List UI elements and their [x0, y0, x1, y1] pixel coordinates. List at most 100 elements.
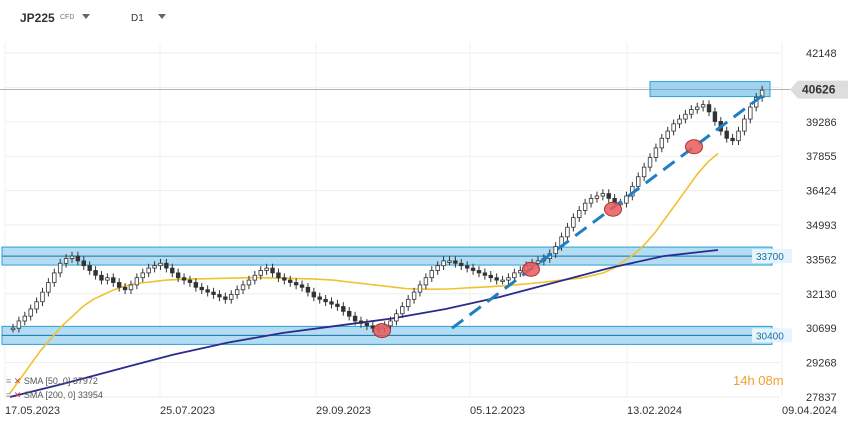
chart-toolbar: JP225 CFD D1 — [0, 0, 859, 34]
candle — [193, 282, 199, 288]
candle — [565, 226, 570, 238]
symbol-dropdown-icon[interactable] — [82, 14, 90, 19]
candle — [181, 277, 187, 281]
candle — [459, 262, 464, 267]
candle — [57, 262, 63, 274]
candle — [594, 195, 600, 199]
y-tick-label: 32130 — [806, 289, 837, 301]
candle — [742, 118, 747, 132]
candle — [276, 272, 281, 279]
candle — [700, 104, 706, 108]
candle — [99, 274, 104, 281]
candle — [323, 298, 328, 303]
candle — [435, 265, 440, 271]
candle — [453, 260, 458, 264]
candle — [683, 113, 688, 120]
candle — [706, 104, 712, 113]
candle — [22, 315, 27, 322]
candle — [689, 109, 694, 115]
symbol-type-label: CFD — [60, 14, 75, 21]
candle — [577, 209, 582, 219]
menu-icon[interactable]: ≡ — [6, 376, 12, 386]
candle — [411, 291, 417, 300]
candle — [677, 118, 682, 125]
candle — [394, 313, 399, 322]
y-tick-label: 39286 — [806, 117, 837, 129]
candle — [429, 270, 434, 279]
timeframe-dropdown-icon[interactable] — [158, 14, 166, 19]
candle — [288, 279, 293, 283]
remove-icon[interactable]: ✕ — [13, 376, 22, 386]
candle — [748, 106, 753, 120]
candle — [600, 193, 606, 197]
highlight-markers — [373, 139, 703, 339]
candle — [659, 137, 665, 149]
candle — [417, 284, 423, 293]
candle — [506, 277, 511, 281]
candle — [653, 147, 659, 158]
candle — [317, 296, 322, 300]
candle — [134, 277, 140, 286]
candle — [488, 274, 493, 279]
highlight-marker — [685, 139, 703, 155]
candle — [234, 289, 240, 295]
symbol-label[interactable]: JP225 — [20, 11, 55, 25]
candle — [695, 106, 700, 110]
level-label-box — [752, 249, 792, 264]
resistance-zone — [649, 81, 771, 98]
x-tick-label: 09.04.2024 — [782, 405, 837, 417]
candle — [229, 294, 234, 300]
candle — [246, 279, 252, 286]
sma50-legend[interactable]: ≡ ✕ SMA [50, 0] 37972 — [6, 376, 98, 387]
candle — [347, 310, 352, 317]
x-tick-label: 29.09.2023 — [316, 405, 371, 417]
candle — [464, 265, 470, 269]
candle — [264, 267, 269, 271]
candle — [87, 265, 92, 271]
candle — [164, 262, 169, 269]
candlesticks — [10, 85, 765, 333]
candle — [582, 202, 588, 211]
remove-icon[interactable]: ✕ — [13, 390, 22, 400]
candle — [223, 296, 228, 300]
candle — [146, 267, 151, 274]
candle — [441, 260, 446, 267]
menu-icon[interactable]: ≡ — [6, 390, 12, 400]
candle — [730, 137, 735, 142]
x-axis: 17.05.2023 25.07.2023 29.09.2023 05.12.2023… — [5, 405, 837, 417]
timeframe-label[interactable]: D1 — [131, 13, 144, 24]
candle — [105, 277, 110, 281]
candle — [270, 267, 275, 274]
candle — [122, 286, 128, 291]
candle — [128, 284, 134, 291]
candle — [624, 195, 629, 204]
candle — [500, 279, 505, 283]
candle — [494, 277, 499, 281]
candle — [352, 315, 358, 322]
candle — [305, 286, 311, 293]
candle — [75, 255, 81, 262]
candle — [10, 327, 16, 331]
candle — [69, 255, 75, 259]
candle — [16, 320, 22, 329]
y-tick-label: 34993 — [806, 220, 837, 232]
candle — [535, 260, 541, 264]
sma200-legend[interactable]: ≡ ✕ SMA [200, 0] 33954 — [6, 390, 103, 401]
candle — [282, 277, 287, 281]
candle — [335, 303, 340, 307]
sma200-label: SMA [200, 0] 33954 — [23, 390, 103, 400]
y-tick-label: 33562 — [806, 254, 837, 266]
candle — [447, 260, 452, 263]
sma50-label: SMA [50, 0] 37972 — [23, 376, 98, 386]
candle — [724, 130, 729, 139]
candle-timer: 14h 08m — [733, 373, 784, 388]
x-tick-label: 17.05.2023 — [5, 405, 60, 417]
level-label: 33700 — [756, 252, 784, 263]
candle — [170, 267, 175, 274]
candle — [512, 272, 517, 279]
x-tick-label: 05.12.2023 — [470, 405, 525, 417]
price-tag-label: 40626 — [802, 83, 836, 97]
candle — [40, 291, 45, 303]
candle — [311, 291, 317, 298]
